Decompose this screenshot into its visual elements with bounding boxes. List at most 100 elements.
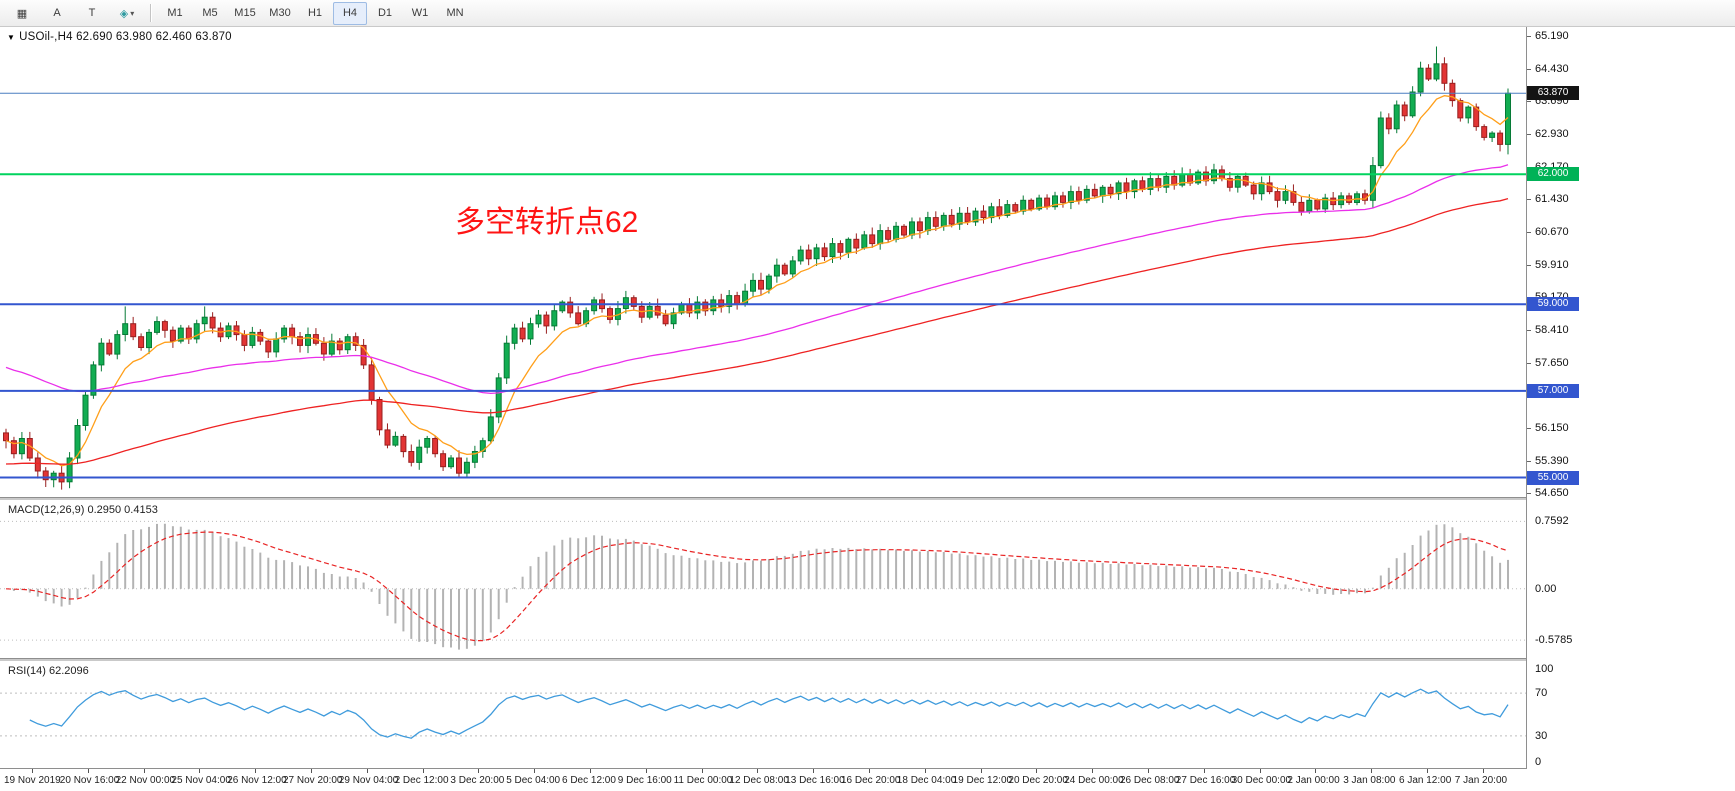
price-tag: 57.000 (1527, 383, 1579, 398)
chevron-down-icon: ▾ (130, 8, 135, 18)
price-tick-label: 60.670 (1535, 225, 1569, 238)
time-tick (32, 769, 33, 773)
timeframe-m30[interactable]: M30 (269, 7, 291, 19)
price-tick-label: 64.430 (1535, 63, 1569, 75)
time-tick (143, 769, 145, 773)
rsi-axis-label: 100 (1535, 663, 1554, 675)
macd-pane[interactable] (0, 500, 1526, 658)
macd-axis-label: 0.00 (1535, 582, 1557, 595)
timeframe-m5[interactable]: M5 (202, 7, 218, 19)
time-tick-label: 27 Nov 20:00 (283, 775, 343, 786)
time-tick-label: 6 Jan 12:00 (1399, 775, 1452, 786)
price-tick-label: 62.930 (1535, 128, 1569, 140)
price-tick (1527, 231, 1531, 233)
time-tick-label: 13 Dec 16:00 (785, 775, 845, 786)
time-tick-label: 20 Nov 16:00 (59, 775, 120, 786)
price-tick-label: 61.430 (1535, 193, 1569, 205)
timeframe-d1[interactable]: D1 (377, 7, 393, 19)
time-tick (1148, 769, 1149, 773)
time-tick (645, 769, 647, 773)
main-chart-pane[interactable] (0, 27, 1526, 497)
price-tick (1527, 264, 1531, 266)
timeframe-mn[interactable]: MN (446, 7, 464, 19)
macd-axis-label: -0.5785 (1535, 634, 1573, 647)
pane-splitter[interactable] (0, 497, 1735, 500)
time-tick (1092, 769, 1094, 773)
collapse-triangle-icon[interactable]: ▼ (7, 33, 16, 42)
time-tick-label: 9 Dec 16:00 (617, 775, 672, 786)
annotation-text[interactable]: 多空转折点62 (455, 206, 639, 239)
price-tick-label: 65.190 (1535, 30, 1569, 43)
rsi-line (29, 688, 1509, 739)
shapes-tool-button[interactable]: ◈ ▾ (110, 2, 144, 25)
time-tick-label: 2 Jan 00:00 (1287, 775, 1340, 786)
time-tick (1482, 769, 1484, 773)
time-tick-label: 19 Nov 2019 (4, 775, 61, 786)
text-label-icon: T (88, 7, 96, 19)
rsi-label: RSI(14) 62.2096 (8, 665, 89, 677)
price-tick-label: 57.650 (1535, 356, 1569, 369)
price-tick (1527, 427, 1531, 429)
time-tick-label: 18 Dec 04:00 (896, 775, 957, 786)
shapes-icon: ◈ (119, 7, 129, 20)
ma-fast-line (5, 95, 1509, 467)
symbol-info-text: USOil-,H4 62.690 63.980 62.460 63.870 (19, 31, 232, 43)
price-tick (1527, 36, 1531, 38)
price-tick (1527, 101, 1531, 103)
time-tick-label: 5 Dec 04:00 (506, 775, 561, 786)
time-axis[interactable]: 19 Nov 2019 20 Nov 16:00 22 Nov 00:00 25 No… (0, 768, 1527, 791)
price-tick (1527, 329, 1531, 331)
time-tick (1036, 769, 1038, 773)
time-tick-label: 6 Dec 12:00 (562, 775, 616, 786)
toolbar-separator (150, 4, 152, 22)
candlesticks (3, 46, 1511, 490)
price-tag: 55.000 (1527, 470, 1579, 485)
price-tick (1527, 362, 1531, 364)
chart-symbol-info: ▼ USOil-,H4 62.690 63.980 62.460 63.870 (7, 31, 232, 43)
price-tick (1527, 199, 1531, 200)
time-tick-label: 16 Dec 20:00 (841, 775, 901, 786)
ma-mid-line (5, 164, 1509, 395)
macd-histogram (12, 523, 1509, 650)
price-tick-label: 55.390 (1535, 454, 1569, 467)
rsi-axis-label: 30 (1535, 729, 1548, 742)
time-tick-label: 26 Dec 08:00 (1120, 775, 1180, 786)
timeframe-m15[interactable]: M15 (234, 7, 256, 19)
time-tick (422, 769, 424, 773)
price-tick (1527, 460, 1531, 462)
time-tick (478, 769, 480, 773)
text-tool-button[interactable]: A (40, 2, 74, 25)
time-tick (590, 769, 591, 773)
time-tick (1371, 769, 1373, 773)
price-tag: 59.000 (1527, 297, 1579, 312)
time-tick (199, 769, 201, 773)
macd-axis-label: 0.7592 (1535, 515, 1569, 528)
timeframe-m1[interactable]: M1 (167, 7, 183, 19)
time-tick-label: 3 Dec 20:00 (450, 775, 505, 786)
price-tick-label: 59.910 (1535, 258, 1569, 271)
timeframe-h1[interactable]: H1 (307, 7, 323, 19)
time-tick-label: 30 Dec 00:00 (1231, 775, 1292, 786)
time-tick-label: 2 Dec 12:00 (394, 775, 449, 786)
timeframe-h4[interactable]: H4 (333, 1, 367, 25)
price-tag: 63.870 (1527, 86, 1579, 101)
time-tick-label: 26 Nov 12:00 (227, 775, 287, 786)
macd-label: MACD(12,26,9) 0.2950 0.4153 (8, 504, 158, 516)
time-tick (311, 769, 312, 773)
time-tick (255, 769, 257, 773)
price-axis[interactable]: 65.19064.43063.69062.93062.17061.43060.6… (1526, 27, 1735, 791)
time-tick (813, 769, 815, 773)
time-tick (701, 769, 703, 773)
toolbar: ▦ A T ◈ ▾ M1 M5 M15 M30 H1 H4 D1 W1 MN (0, 0, 1735, 27)
pane-splitter[interactable] (0, 658, 1735, 661)
ma-slow-line (5, 197, 1509, 465)
time-tick (757, 769, 759, 773)
text-label-tool-button[interactable]: T (75, 2, 109, 25)
time-tick-label: 29 Nov 04:00 (338, 775, 399, 786)
time-tick (1259, 769, 1261, 773)
tile-windows-tool-button[interactable]: ▦ (5, 2, 39, 25)
rsi-pane[interactable] (0, 661, 1526, 768)
time-tick-label: 27 Dec 16:00 (1175, 775, 1236, 786)
timeframe-w1[interactable]: W1 (411, 7, 429, 19)
time-tick (1427, 769, 1428, 773)
